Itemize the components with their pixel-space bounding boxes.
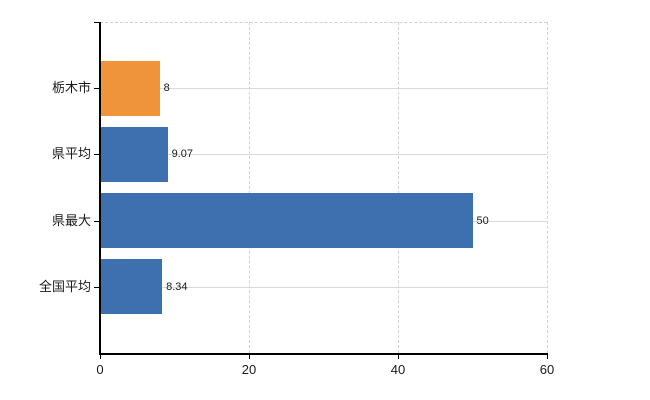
bar-value-label: 8	[163, 82, 170, 95]
plot-border-top	[100, 22, 547, 23]
y-axis-tick	[94, 154, 100, 156]
gridline-horizontal	[100, 88, 547, 90]
x-axis-tick	[547, 353, 548, 359]
y-axis-end-tick	[94, 22, 100, 23]
y-axis-tick	[94, 286, 100, 288]
x-tick-label: 0	[96, 362, 104, 377]
y-axis	[99, 22, 101, 354]
x-tick-label: 60	[539, 362, 555, 377]
bar-県最大	[101, 193, 473, 249]
gridline-vertical	[398, 22, 399, 353]
gridline-horizontal	[100, 286, 547, 288]
bar-value-label: 50	[476, 214, 489, 227]
bar-value-label: 9.07	[171, 148, 193, 161]
x-axis-tick	[398, 353, 399, 359]
x-tick-label: 40	[390, 362, 406, 377]
x-axis-tick	[249, 353, 250, 359]
category-label: 県最大	[51, 212, 91, 228]
bar-value-label: 8.34	[166, 280, 188, 293]
gridline-horizontal	[100, 154, 547, 156]
x-tick-label: 20	[241, 362, 257, 377]
y-axis-tick	[94, 220, 100, 222]
category-label: 栃木市	[51, 80, 91, 96]
y-axis-tick	[94, 88, 100, 90]
x-axis	[99, 353, 548, 355]
bar-栃木市	[101, 60, 160, 116]
bar-県平均	[101, 126, 168, 182]
gridline-vertical	[249, 22, 250, 353]
bar-全国平均	[101, 259, 163, 315]
plot-border-right	[547, 22, 548, 353]
category-label: 県平均	[51, 146, 91, 162]
category-label: 全国平均	[38, 278, 91, 294]
x-axis-tick	[100, 353, 101, 359]
